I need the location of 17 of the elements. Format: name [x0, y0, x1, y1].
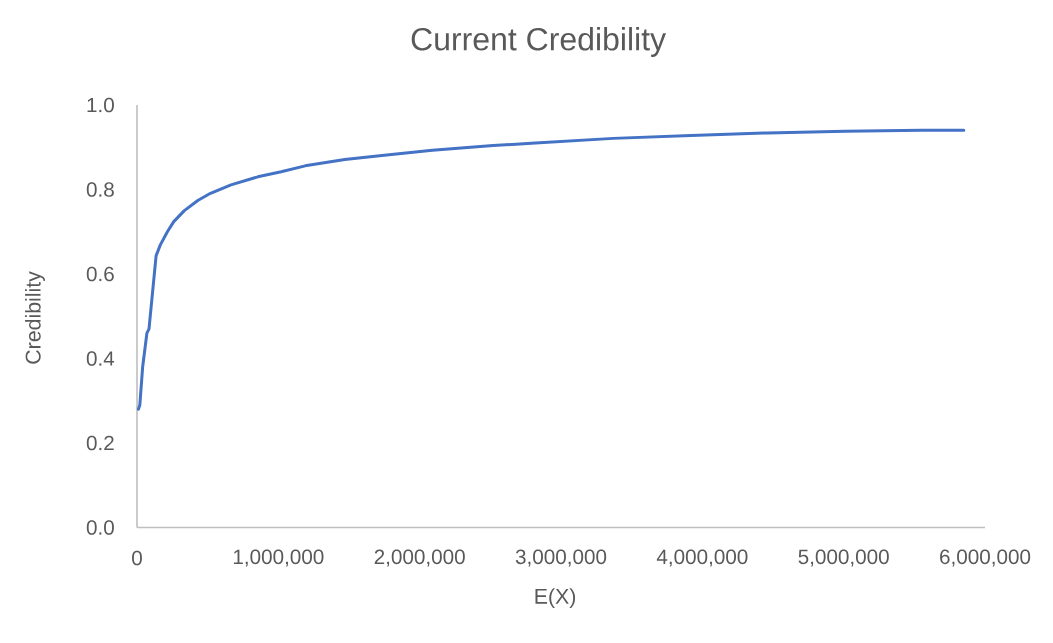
x-tick-label: 6,000,000	[940, 549, 1031, 567]
y-tick-label: 0.4	[86, 351, 115, 366]
x-tick-label: 0	[132, 550, 142, 566]
x-tick-label: 4,000,000	[656, 549, 748, 567]
x-tick-label: 2,000,000	[374, 549, 465, 567]
y-axis-title: Credibility	[25, 271, 45, 364]
x-tick-label: 3,000,000	[515, 549, 607, 567]
y-tick-label: 0.8	[86, 182, 114, 197]
y-tick-label: 0.6	[86, 266, 114, 282]
y-tick-label: 0.0	[86, 520, 114, 535]
y-tick-label: 1.0	[87, 97, 114, 113]
y-tick-label: 0.2	[86, 435, 114, 451]
x-tick-label: 5,000,000	[798, 549, 889, 567]
line-series	[136, 128, 966, 411]
x-tick-label: 1,000,000	[233, 549, 324, 567]
chart-title: Current Credibility	[411, 27, 667, 57]
x-axis-title: E(X)	[535, 588, 576, 609]
